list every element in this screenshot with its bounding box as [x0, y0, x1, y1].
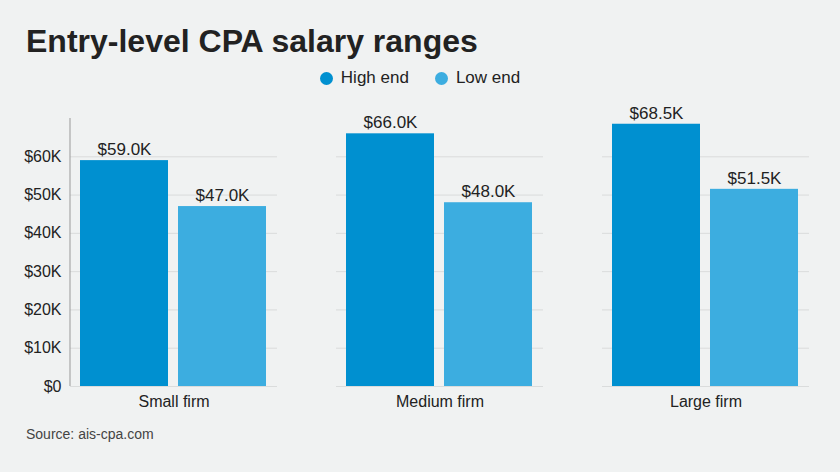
svg-text:$48.0K: $48.0K	[462, 182, 517, 201]
svg-text:$60K: $60K	[24, 148, 62, 165]
svg-text:Large firm: Large firm	[670, 393, 742, 410]
svg-text:$50K: $50K	[24, 186, 62, 203]
svg-text:$59.0K: $59.0K	[98, 140, 153, 159]
svg-text:$66.0K: $66.0K	[364, 113, 419, 132]
svg-text:$10K: $10K	[24, 339, 62, 356]
html-text:Entry-level CPA salary ranges: Entry-level CPA salary ranges	[26, 23, 478, 59]
html-text:Low end: Low end	[455, 68, 521, 87]
svg-text:$40K: $40K	[24, 224, 62, 241]
svg-text:$0: $0	[44, 378, 62, 395]
svg-text:$68.5K: $68.5K	[630, 104, 685, 123]
svg-text:$47.0K: $47.0K	[196, 186, 251, 205]
svg-text:$30K: $30K	[24, 263, 62, 280]
svg-text:$51.5K: $51.5K	[728, 169, 783, 188]
html-text:Source: ais-cpa.com: Source: ais-cpa.com	[26, 426, 154, 442]
svg-text:Small firm: Small firm	[138, 393, 209, 410]
svg-text:Medium firm: Medium firm	[396, 393, 484, 410]
html-text:High end: High end	[340, 68, 409, 87]
svg-text:$20K: $20K	[24, 301, 62, 318]
